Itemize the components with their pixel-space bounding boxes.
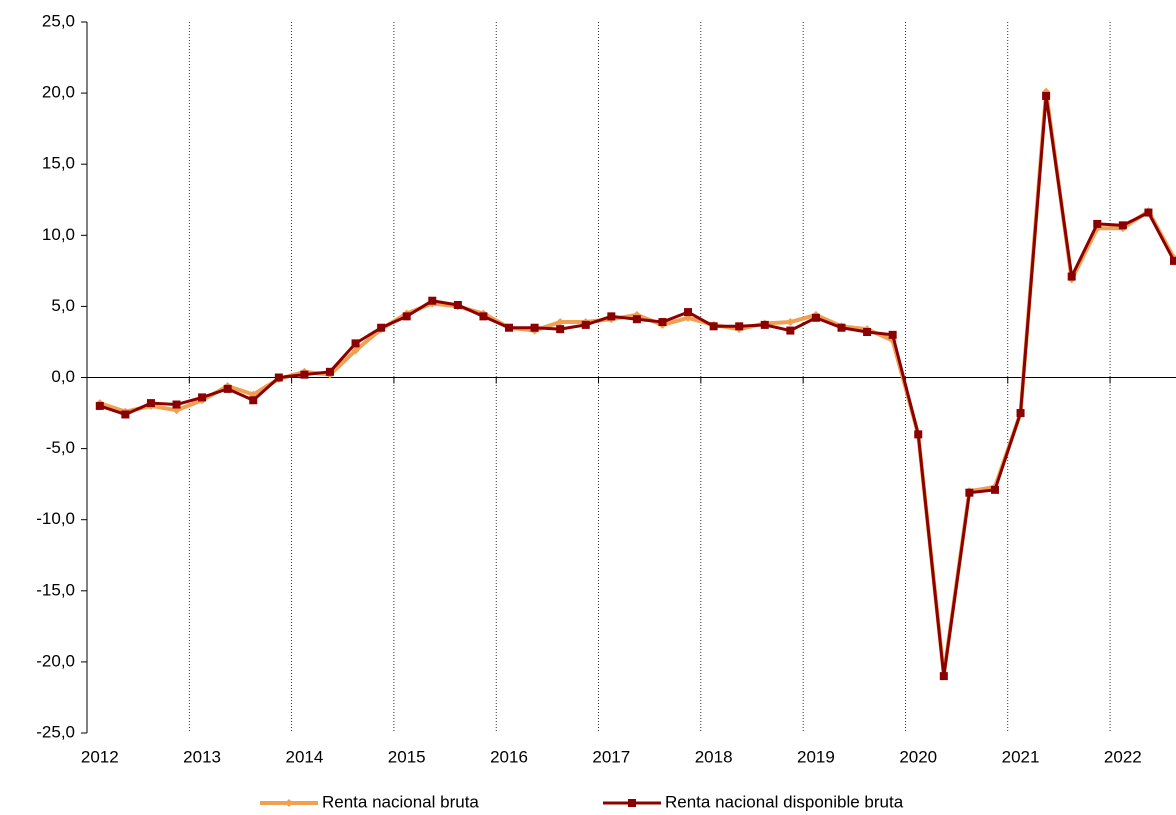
legend-label: Renta nacional disponible bruta xyxy=(665,792,904,811)
x-tick-label: 2012 xyxy=(81,747,119,766)
point xyxy=(274,373,283,382)
point xyxy=(223,384,232,393)
x-tick-label: 2018 xyxy=(695,747,733,766)
point xyxy=(1144,208,1153,217)
point xyxy=(760,320,769,329)
point xyxy=(1042,91,1051,100)
y-tick-label: 15,0 xyxy=(42,154,75,173)
x-tick-label: 2017 xyxy=(592,747,630,766)
point xyxy=(95,401,104,410)
point xyxy=(479,312,488,321)
y-tick-label: 0,0 xyxy=(51,367,75,386)
y-tick-label: -15,0 xyxy=(36,580,75,599)
point xyxy=(1067,272,1076,281)
point xyxy=(811,313,820,322)
y-tick-label: 5,0 xyxy=(51,296,75,315)
legend-item: Renta nacional disponible bruta xyxy=(603,792,904,811)
point xyxy=(377,323,386,332)
y-tick-label: -10,0 xyxy=(36,509,75,528)
point xyxy=(556,318,565,327)
legend-item: Renta nacional bruta xyxy=(260,792,479,811)
point xyxy=(351,346,360,355)
y-tick-label: -5,0 xyxy=(46,438,75,457)
point xyxy=(735,322,744,331)
point xyxy=(709,322,718,331)
point xyxy=(965,488,974,497)
point xyxy=(249,396,258,405)
point xyxy=(300,370,309,379)
point xyxy=(146,399,155,408)
point xyxy=(990,485,999,494)
point xyxy=(530,323,539,332)
point xyxy=(198,393,207,402)
x-tick-label: 2013 xyxy=(183,747,221,766)
legend-label: Renta nacional bruta xyxy=(322,792,479,811)
point xyxy=(1093,219,1102,228)
point xyxy=(325,367,334,376)
point xyxy=(914,430,923,439)
point xyxy=(888,330,897,339)
point xyxy=(658,318,667,327)
point xyxy=(1016,409,1025,418)
point xyxy=(505,323,514,332)
point xyxy=(581,320,590,329)
x-tick-label: 2015 xyxy=(388,747,426,766)
x-tick-label: 2020 xyxy=(899,747,937,766)
point xyxy=(1170,256,1176,265)
point xyxy=(453,300,462,309)
y-tick-label: 10,0 xyxy=(42,225,75,244)
legend-marker xyxy=(285,799,293,807)
point xyxy=(939,672,948,681)
point xyxy=(351,339,360,348)
point xyxy=(172,400,181,409)
legend-marker xyxy=(628,799,636,807)
point xyxy=(786,318,795,327)
x-tick-label: 2021 xyxy=(1002,747,1040,766)
series-line xyxy=(99,89,1176,677)
point xyxy=(121,410,130,419)
point xyxy=(428,296,437,305)
x-tick-label: 2022 xyxy=(1104,747,1142,766)
point xyxy=(837,323,846,332)
point xyxy=(863,327,872,336)
y-tick-label: -20,0 xyxy=(36,651,75,670)
x-tick-label: 2014 xyxy=(285,747,323,766)
x-tick-label: 2016 xyxy=(490,747,528,766)
y-tick-label: 20,0 xyxy=(42,83,75,102)
point xyxy=(556,325,565,334)
y-tick-label: -25,0 xyxy=(36,722,75,741)
point xyxy=(632,315,641,324)
point xyxy=(607,312,616,321)
y-tick-label: 25,0 xyxy=(42,11,75,30)
point xyxy=(1118,221,1127,230)
x-tick-label: 2019 xyxy=(797,747,835,766)
point xyxy=(786,326,795,335)
point xyxy=(402,312,411,321)
series-line xyxy=(99,94,1176,678)
point xyxy=(684,308,693,317)
